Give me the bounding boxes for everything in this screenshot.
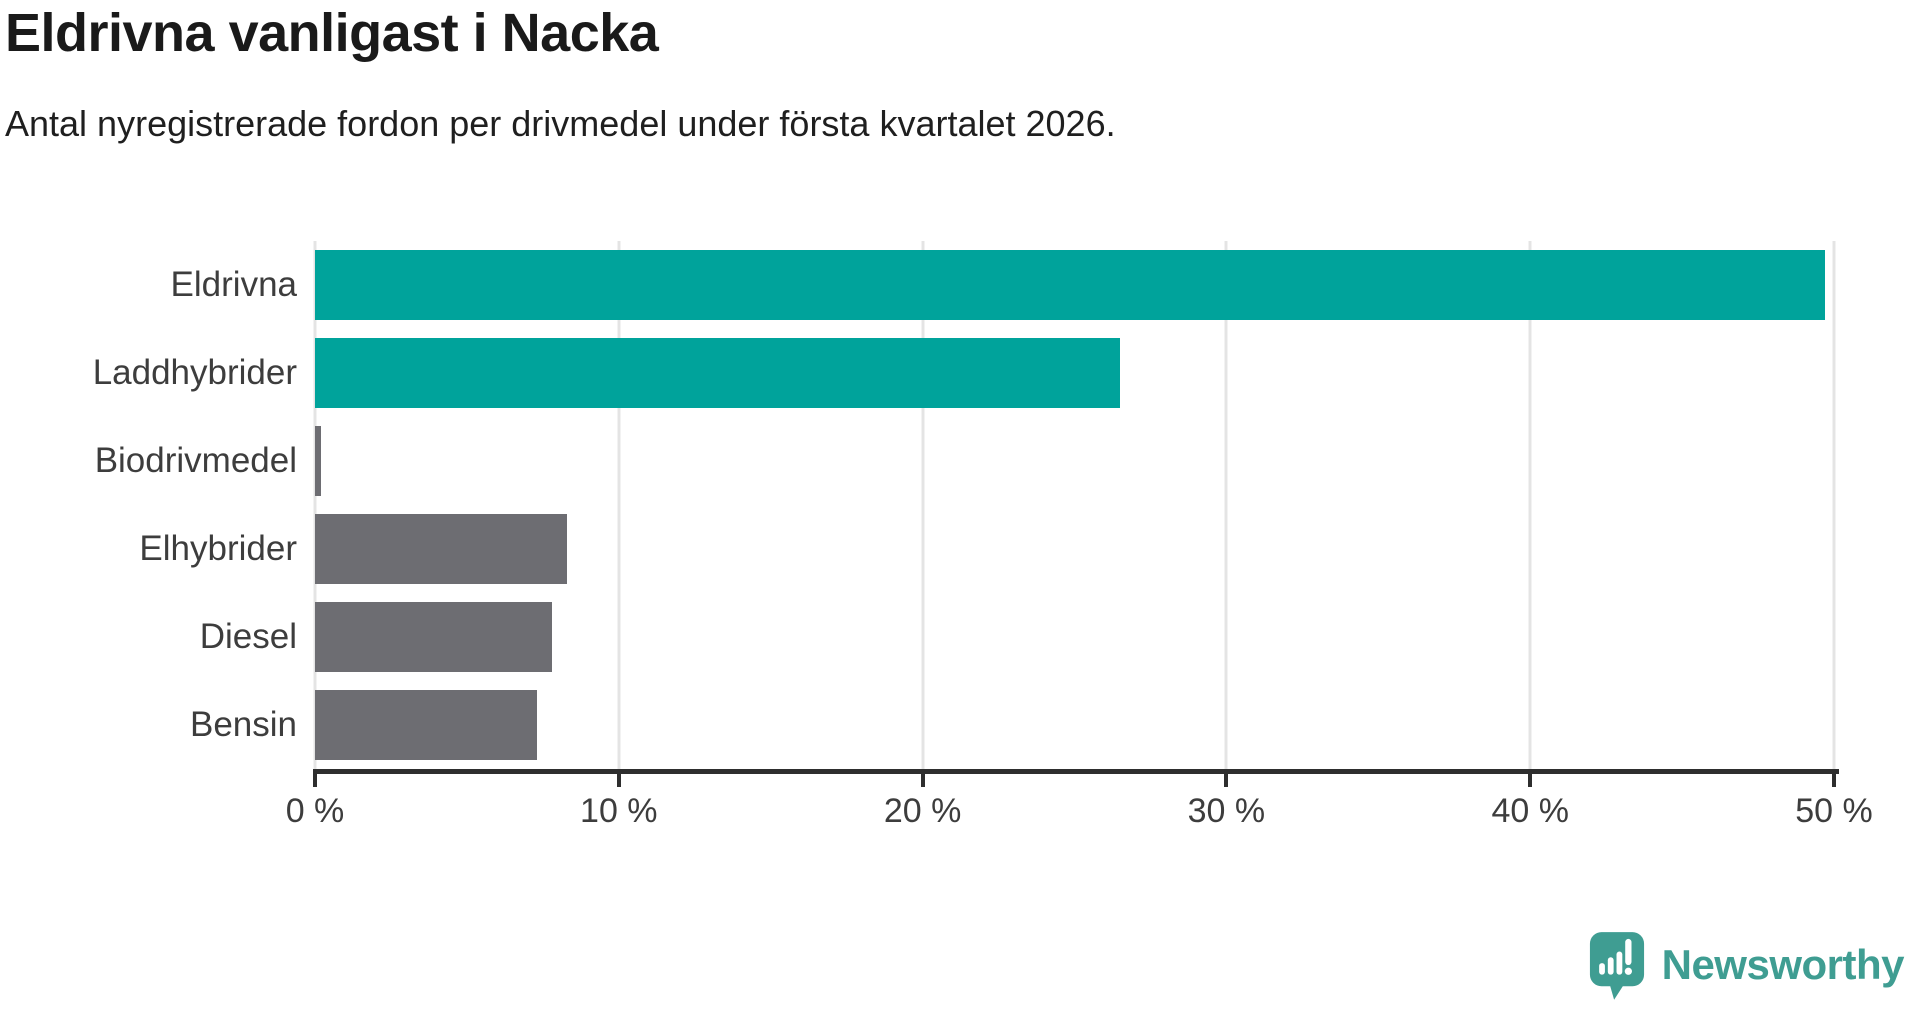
axis-tick-label-20: 20 %	[883, 792, 962, 830]
axis-tick-40	[1528, 772, 1533, 787]
gridline-0	[313, 241, 317, 769]
bar-diesel	[315, 602, 552, 672]
axis-tick-label-50: 50 %	[1795, 792, 1873, 830]
x-axis-line	[313, 769, 1839, 774]
chart-subtitle: Antal nyregistrerade fordon per drivmede…	[5, 103, 1116, 144]
bar-glyph-small	[1598, 963, 1605, 975]
chart-title: Eldrivna vanligast i Nacka	[5, 3, 659, 63]
bar-chart-plot-area: 0 % 10 % 20 % 30 % 40 % 50 % Eldrivna Laddhybri…	[93, 241, 1873, 830]
exclamation-bar-glyph	[1624, 938, 1632, 965]
axis-tick-label-30: 30 %	[1187, 792, 1266, 830]
category-label-elhybrider: Elhybrider	[139, 529, 297, 568]
axis-tick-30	[1224, 772, 1229, 787]
gridline-40	[1528, 241, 1532, 769]
axis-tick-label-10: 10 %	[580, 792, 658, 830]
bar-glyph-large	[1616, 951, 1622, 975]
gridline-20	[921, 241, 925, 769]
axis-tick-10	[616, 772, 621, 787]
bar-eldrivna	[315, 250, 1825, 320]
bar-laddhybrider	[315, 338, 1121, 408]
newsworthy-bubble-chart-icon	[1589, 932, 1644, 1000]
axis-tick-label-40: 40 %	[1491, 792, 1569, 830]
axis-tick-label-0: 0 %	[285, 792, 345, 830]
category-label-eldrivna: Eldrivna	[170, 265, 297, 304]
category-label-biodrivmedel: Biodrivmedel	[94, 441, 297, 480]
category-label-bensin: Bensin	[189, 705, 297, 744]
gridline-10	[617, 241, 621, 769]
exclamation-dot-glyph	[1624, 967, 1632, 975]
bar-biodrivmedel	[315, 426, 322, 496]
gridline-30	[1224, 241, 1228, 769]
axis-tick-20	[920, 772, 925, 787]
newsworthy-wordmark: Newsworthy	[1661, 941, 1905, 988]
bar-bensin	[315, 690, 537, 760]
category-label-laddhybrider: Laddhybrider	[92, 353, 297, 392]
axis-tick-50	[1832, 772, 1836, 787]
gridline-50	[1832, 241, 1836, 769]
category-label-diesel: Diesel	[199, 617, 297, 656]
newsworthy-logo: Newsworthy	[1588, 930, 1905, 1000]
bar-glyph-medium	[1607, 957, 1614, 975]
bar-elhybrider	[315, 514, 568, 584]
axis-tick-0	[313, 772, 317, 787]
